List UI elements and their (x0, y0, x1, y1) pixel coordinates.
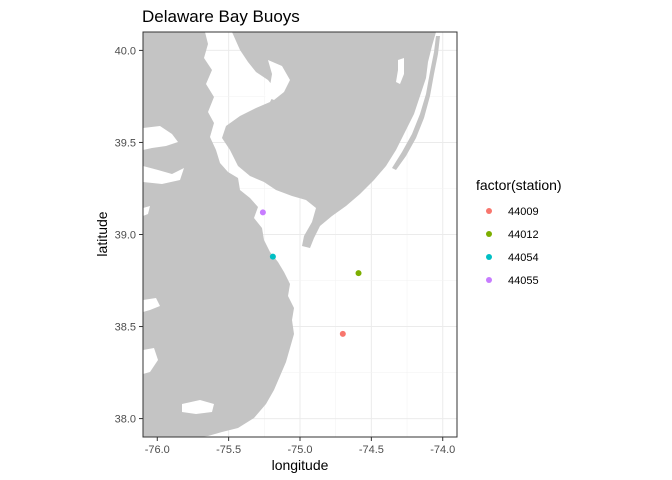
y-tick-label: 38.5 (115, 322, 136, 334)
delaware-river-channel (264, 60, 290, 100)
legend-label-44055: 44055 (508, 275, 539, 287)
chesapeake-inlet-south (143, 206, 150, 216)
y-axis-ticks: 38.0 38.5 39.0 39.5 40.0 (115, 45, 143, 426)
map-panel (142, 31, 458, 438)
chesapeake-inlet-lower (143, 298, 160, 312)
legend-key-44012 (486, 231, 492, 237)
y-tick-label: 39.0 (115, 230, 136, 242)
legend-key-44055 (486, 277, 492, 283)
delmarva-land (143, 32, 294, 437)
buoy-points (259, 209, 362, 337)
x-tick-label: -74.5 (359, 444, 384, 456)
buoy-point-44054 (269, 253, 276, 260)
chesapeake-inlet-mid (143, 166, 184, 184)
y-tick-label: 39.5 (115, 137, 136, 149)
chesapeake-inlet-bottom (143, 348, 158, 374)
y-axis-title: latitude (94, 211, 110, 256)
buoy-point-44012 (355, 270, 362, 277)
x-tick-label: -74.0 (430, 444, 455, 456)
buoy-point-44009 (339, 330, 346, 337)
plot-title: Delaware Bay Buoys (142, 7, 300, 26)
x-axis-ticks: -76.0 -75.5 -75.0 -74.5 -74.0 (145, 437, 455, 456)
legend-entries: 44009 44012 44054 44055 (486, 206, 539, 287)
nj-back-bay (396, 58, 404, 84)
legend-key-44009 (486, 208, 492, 214)
nj-barrier-island (392, 36, 440, 170)
buoy-point-44055 (259, 209, 266, 216)
legend-title: factor(station) (476, 177, 562, 193)
x-tick-label: -76.0 (145, 444, 170, 456)
legend-label-44009: 44009 (508, 206, 539, 218)
x-axis-title: longitude (272, 457, 329, 473)
land-mass (143, 32, 440, 437)
legend-key-44054 (486, 254, 492, 260)
tributary-channel (182, 400, 214, 414)
legend-label-44012: 44012 (508, 229, 539, 241)
y-tick-label: 40.0 (115, 45, 136, 57)
x-tick-label: -75.0 (287, 444, 312, 456)
x-tick-label: -75.5 (216, 444, 241, 456)
legend: factor(station) 44009 44012 44054 44055 (476, 177, 562, 287)
legend-label-44054: 44054 (508, 252, 539, 264)
chesapeake-inlet-north (143, 126, 178, 150)
y-tick-label: 38.0 (115, 414, 136, 426)
